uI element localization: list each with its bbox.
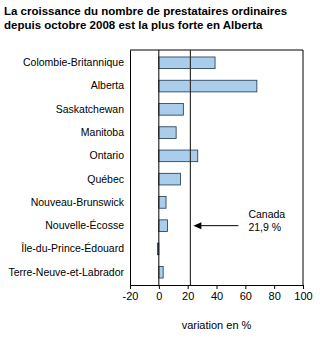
- x-tick-mark: [130, 285, 131, 289]
- x-tick-label: -20: [123, 290, 139, 302]
- y-tick: Québec: [87, 172, 130, 184]
- reference-line: [190, 50, 191, 285]
- bar: [159, 104, 184, 116]
- x-tick: 0: [156, 285, 162, 302]
- y-tick: Colombie-Britannique: [23, 56, 130, 68]
- y-tick: Ontario: [90, 149, 130, 161]
- x-tick-label: 80: [269, 290, 281, 302]
- y-tick: Saskatchewan: [56, 103, 130, 115]
- chart: La croissance du nombre de prestataires …: [0, 0, 320, 342]
- arrow: [196, 225, 238, 226]
- plot-frame: [130, 50, 303, 285]
- bar: [159, 173, 181, 185]
- y-tick-label: Ontario: [90, 149, 125, 161]
- bar: [159, 80, 257, 92]
- y-axis-line: [130, 51, 131, 286]
- y-tick: Alberta: [91, 79, 130, 91]
- y-tick-label: Nouveau-Brunswick: [31, 196, 125, 208]
- bar: [159, 197, 166, 209]
- x-tick-mark: [274, 285, 275, 289]
- x-axis-line: [131, 286, 304, 290]
- x-tick: -20: [123, 285, 139, 302]
- x-tick-mark: [159, 285, 160, 289]
- y-tick-label: Île-du-Prince-Édouard: [20, 242, 124, 254]
- x-tick-mark: [217, 285, 218, 289]
- x-tick-label: 100: [294, 290, 312, 302]
- x-tick: 60: [240, 285, 252, 302]
- x-tick: 80: [269, 285, 281, 302]
- y-tick-label: Québec: [87, 172, 124, 184]
- y-tick: Terre-Neuve-et-Labrador: [8, 266, 130, 278]
- bars: [157, 57, 256, 278]
- y-tick: Manitoba: [81, 126, 130, 138]
- bar: [159, 57, 215, 69]
- y-tick-label: Nouvelle-Écosse: [45, 219, 124, 231]
- y-axis: Colombie-Britannique Alberta Saskatchewan M…: [8, 51, 130, 286]
- y-tick: Nouvelle-Écosse: [45, 219, 130, 231]
- x-tick-mark: [188, 285, 189, 289]
- y-tick-label: Manitoba: [81, 126, 124, 138]
- bar: [159, 266, 163, 278]
- annotation: Canada: [248, 208, 285, 220]
- x-tick-label: 0: [156, 290, 162, 302]
- y-tick: Île-du-Prince-Édouard: [20, 242, 130, 254]
- y-tick-label: Alberta: [91, 79, 124, 91]
- x-axis-title: variation en %: [182, 319, 252, 331]
- annotation: 21,9 %: [248, 221, 281, 233]
- plot: Canada21,9 % -20 0 20 40 60 80 100 Colombie-Brit…: [8, 50, 312, 302]
- x-tick: 40: [211, 285, 223, 302]
- arrow-head: [193, 222, 201, 229]
- x-tick: 20: [182, 285, 194, 302]
- x-tick: 100: [294, 285, 312, 302]
- x-tick-mark: [245, 285, 246, 289]
- y-tick-label: Saskatchewan: [56, 103, 124, 115]
- y-tick-label: Terre-Neuve-et-Labrador: [8, 266, 124, 278]
- bar: [159, 220, 168, 232]
- x-tick-mark: [303, 285, 304, 289]
- y-tick: Nouveau-Brunswick: [31, 196, 130, 208]
- zero-line: [158, 50, 159, 285]
- x-tick-label: 20: [182, 290, 194, 302]
- x-tick-label: 60: [240, 290, 252, 302]
- y-tick-label: Colombie-Britannique: [23, 56, 124, 68]
- bar: [159, 127, 176, 139]
- title: La croissance du nombre de prestataires …: [4, 5, 287, 31]
- bar: [159, 150, 198, 162]
- x-tick-label: 40: [211, 290, 223, 302]
- x-axis: -20 0 20 40 60 80 100: [123, 285, 313, 302]
